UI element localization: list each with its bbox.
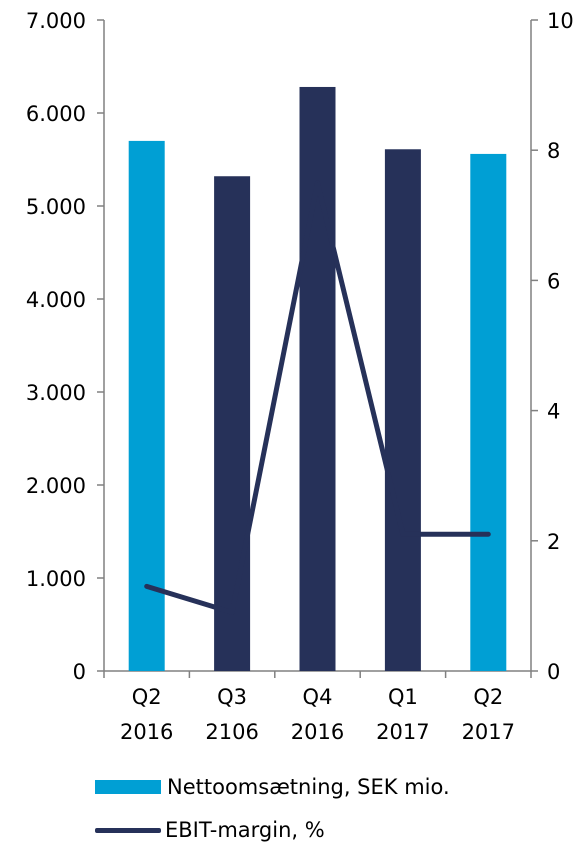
bar (128, 140, 165, 671)
right-tick-label: 2 (547, 530, 560, 554)
line-series-ebit-margin (144, 180, 491, 615)
left-tick-label: 0 (73, 660, 86, 684)
bar (384, 149, 421, 671)
x-tick-label: Q2 2016 (120, 685, 173, 744)
legend-bar-label: Nettoomsætning, SEK mio. (167, 775, 450, 799)
left-tick-label: 1.000 (26, 567, 86, 591)
legend-bar-swatch (95, 780, 161, 794)
bar (214, 176, 251, 672)
x-tick-label: Q1 2017 (376, 685, 429, 744)
left-tick-label: 7.000 (26, 9, 86, 33)
left-tick-label: 2.000 (26, 474, 86, 498)
axis-labels: 0 1.000 2.000 3.000 4.000 5.000 6.000 7.000 0 2 4 6… (26, 9, 574, 744)
right-tick-label: 6 (547, 269, 560, 293)
legend-line-swatch (95, 827, 161, 833)
bar (470, 153, 507, 672)
x-tick-label: Q2 2017 (462, 685, 515, 744)
bar (299, 86, 336, 671)
legend-item-line: EBIT-margin, % (95, 818, 325, 842)
x-tick-label: Q3 2106 (205, 685, 258, 744)
legend-line-label: EBIT-margin, % (165, 818, 325, 842)
legend-item-bar: Nettoomsætning, SEK mio. (95, 775, 450, 799)
right-tick-label: 8 (547, 139, 560, 163)
left-tick-label: 3.000 (26, 381, 86, 405)
right-tick-label: 10 (547, 9, 574, 33)
left-tick-label: 5.000 (26, 195, 86, 219)
left-tick-label: 4.000 (26, 288, 86, 312)
bar-series-nettoomsaetning (128, 86, 507, 672)
right-tick-label: 4 (547, 400, 560, 424)
x-tick-label: Q4 2016 (291, 685, 344, 744)
right-tick-label: 0 (547, 660, 560, 684)
left-tick-label: 6.000 (26, 102, 86, 126)
